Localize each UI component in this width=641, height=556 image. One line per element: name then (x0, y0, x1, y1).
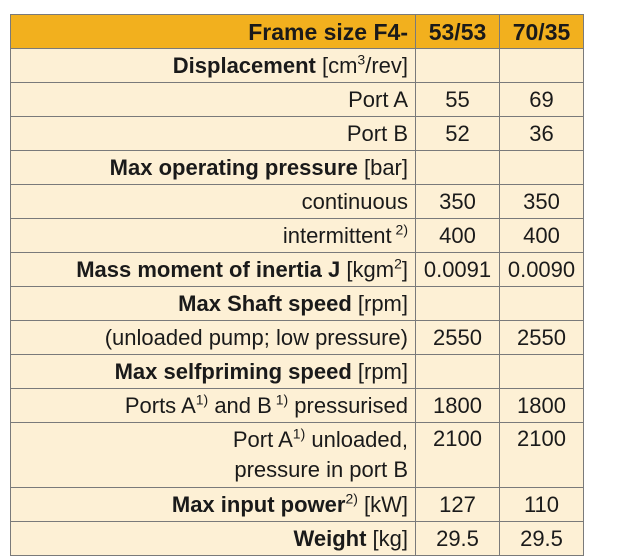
port-b-label: Port B (10, 116, 416, 151)
row-label-text: intermittent (282, 222, 392, 248)
row-title: Weight (293, 525, 367, 551)
row-label-text: unloaded, (305, 427, 408, 452)
row-label-text: Ports A (124, 392, 196, 418)
header-row: Frame size F4- 53/53 70/35 (10, 14, 584, 49)
row-label-text: pressurised (288, 392, 408, 418)
table-row: Max selfpriming speed [rpm] (10, 354, 584, 389)
value-cell: 52 (415, 116, 500, 151)
value-cell: 350 (499, 184, 584, 219)
value-cell: 55 (415, 82, 500, 117)
empty-cell (499, 48, 584, 83)
row-title: Max Shaft speed (178, 290, 352, 316)
weight-label: Weight [kg] (10, 521, 416, 556)
continuous-label: continuous (10, 184, 416, 219)
ports-pressurised-label: Ports A1) and B 1) pressurised (10, 388, 416, 423)
value-cell: 0.0091 (415, 252, 500, 287)
col-header-53-53: 53/53 (415, 14, 500, 49)
value-cell: 350 (415, 184, 500, 219)
row-title: Max input power (171, 491, 346, 517)
table-row: Max operating pressure [bar] (10, 150, 584, 185)
unit-text: [rpm] (351, 358, 408, 384)
empty-cell (499, 150, 584, 185)
frame-size-header: Frame size F4- (10, 14, 416, 49)
unit-text: [rpm] (351, 290, 408, 316)
empty-cell (499, 286, 584, 321)
value-cell: 36 (499, 116, 584, 151)
table-row: Displacement [cm3/rev] (10, 48, 584, 83)
intermittent-label: intermittent 2) (10, 218, 416, 253)
row-label-text: pressure in port B (234, 457, 408, 482)
unit-text: [kg] (366, 525, 408, 551)
footnote-superscript: 1) (292, 425, 306, 442)
table-row: (unloaded pump; low pressure) 2550 2550 (10, 320, 584, 355)
table-row: Ports A1) and B 1) pressurised 1800 1800 (10, 388, 584, 423)
unloaded-pump-label: (unloaded pump; low pressure) (10, 320, 416, 355)
value-cell: 127 (415, 487, 500, 522)
value-cell: 1800 (499, 388, 584, 423)
row-title: Max operating pressure (109, 154, 358, 180)
table-row: continuous 350 350 (10, 184, 584, 219)
value-cell: 110 (499, 487, 584, 522)
table-row: Port A1) unloaded, pressure in port B 210… (10, 422, 584, 488)
footnote-superscript: 1) (271, 391, 289, 408)
empty-cell (415, 354, 500, 389)
unit-superscript: 3 (357, 51, 366, 68)
value-cell: 2550 (499, 320, 584, 355)
row-title: Mass moment of inertia J (76, 256, 341, 282)
table-row: Max Shaft speed [rpm] (10, 286, 584, 321)
value-cell: 2550 (415, 320, 500, 355)
table-row: intermittent 2) 400 400 (10, 218, 584, 253)
empty-cell (415, 150, 500, 185)
unit-text: [kW] (357, 491, 408, 517)
table-row: Port A 55 69 (10, 82, 584, 117)
unit-superscript: 2 (394, 255, 402, 272)
row-title: Displacement (172, 52, 316, 78)
unit-text: [kgm (340, 256, 395, 282)
displacement-label: Displacement [cm3/rev] (10, 48, 416, 83)
empty-cell (499, 354, 584, 389)
col-header-70-35: 70/35 (499, 14, 584, 49)
value-cell: 1800 (415, 388, 500, 423)
value-cell: 29.5 (415, 521, 500, 556)
value-cell: 2100 (499, 422, 584, 488)
value-cell: 69 (499, 82, 584, 117)
unit-text: [cm (315, 52, 358, 78)
value-cell: 2100 (415, 422, 500, 488)
input-power-label: Max input power2) [kW] (10, 487, 416, 522)
max-pressure-label: Max operating pressure [bar] (10, 150, 416, 185)
inertia-label: Mass moment of inertia J [kgm2] (10, 252, 416, 287)
unit-text: [bar] (357, 154, 408, 180)
selfpriming-label: Max selfpriming speed [rpm] (10, 354, 416, 389)
row-title: Max selfpriming speed (114, 358, 352, 384)
value-cell: 29.5 (499, 521, 584, 556)
table-row: Mass moment of inertia J [kgm2] 0.0091 0… (10, 252, 584, 287)
table-row: Weight [kg] 29.5 29.5 (10, 521, 584, 556)
row-label-text: Port A (232, 427, 293, 452)
spec-table: Frame size F4- 53/53 70/35 Displacement … (10, 14, 584, 556)
port-a-unloaded-label: Port A1) unloaded, pressure in port B (10, 422, 416, 488)
footnote-superscript: 2) (391, 221, 408, 238)
value-cell: 400 (415, 218, 500, 253)
empty-cell (415, 48, 500, 83)
empty-cell (415, 286, 500, 321)
value-cell: 0.0090 (499, 252, 584, 287)
port-a-label: Port A (10, 82, 416, 117)
footnote-superscript: 2) (345, 490, 358, 507)
row-label-text: and B (208, 392, 272, 418)
footnote-superscript: 1) (195, 391, 209, 408)
value-cell: 400 (499, 218, 584, 253)
shaft-speed-label: Max Shaft speed [rpm] (10, 286, 416, 321)
table-row: Port B 52 36 (10, 116, 584, 151)
unit-text: /rev] (365, 52, 408, 78)
unit-text: ] (401, 256, 408, 282)
table-row: Max input power2) [kW] 127 110 (10, 487, 584, 522)
